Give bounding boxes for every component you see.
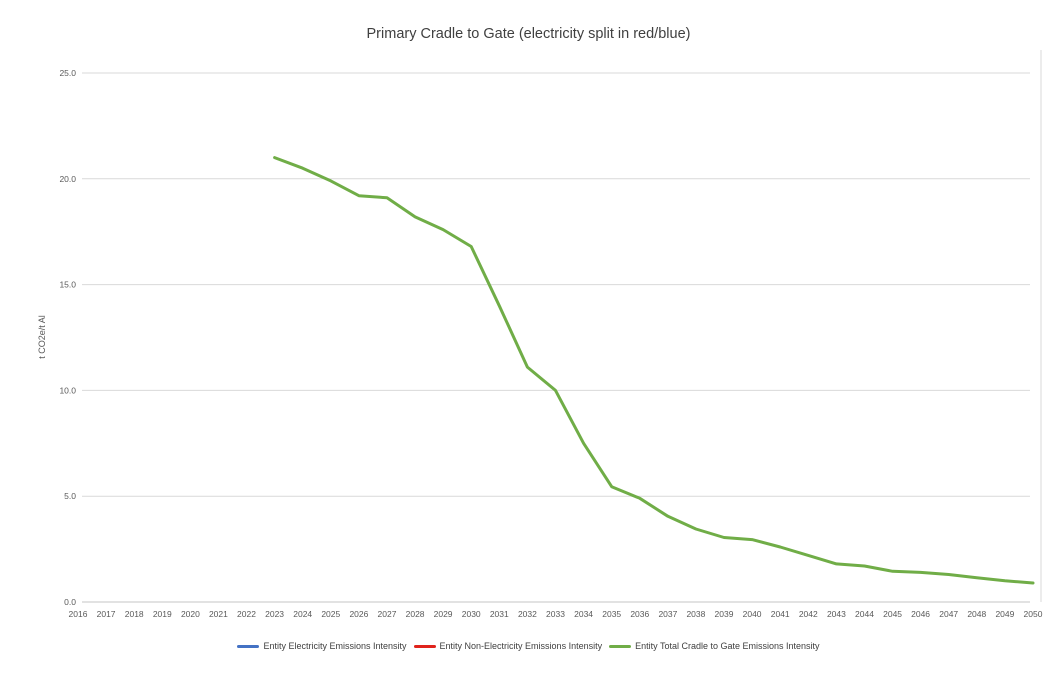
legend-label-non-electricity: Entity Non-Electricity Emissions Intensi… xyxy=(439,641,603,651)
y-tick-label: 25.0 xyxy=(59,68,76,78)
x-tick-label: 2037 xyxy=(658,609,677,619)
x-tick-label: 2018 xyxy=(125,609,144,619)
x-tick-label: 2028 xyxy=(406,609,425,619)
x-tick-label: 2021 xyxy=(209,609,228,619)
x-tick-label: 2050 xyxy=(1024,609,1043,619)
legend-label-electricity: Entity Electricity Emissions Intensity xyxy=(263,641,407,651)
y-tick-label: 10.0 xyxy=(59,385,76,395)
x-tick-label: 2020 xyxy=(181,609,200,619)
x-tick-label: 2027 xyxy=(378,609,397,619)
x-tick-label: 2038 xyxy=(686,609,705,619)
legend-label-total: Entity Total Cradle to Gate Emissions In… xyxy=(635,641,820,651)
series-line-total xyxy=(273,156,1035,585)
x-tick-label: 2033 xyxy=(546,609,565,619)
electricity-line-marker-icon xyxy=(237,644,260,648)
x-tick-label: 2043 xyxy=(827,609,846,619)
total-line-marker-icon xyxy=(609,644,632,648)
x-tick-label: 2048 xyxy=(967,609,986,619)
x-tick-label: 2029 xyxy=(434,609,453,619)
y-tick-label: 20.0 xyxy=(59,174,76,184)
x-tick-label: 2019 xyxy=(153,609,172,619)
y-tick-label: 5.0 xyxy=(64,491,76,501)
x-tick-label: 2040 xyxy=(743,609,762,619)
x-tick-label: 2047 xyxy=(939,609,958,619)
x-tick-label: 2035 xyxy=(602,609,621,619)
x-tick-label: 2030 xyxy=(462,609,481,619)
x-tick-label: 2042 xyxy=(799,609,818,619)
legend: Entity Electricity Emissions Intensity E… xyxy=(0,641,1057,651)
x-tick-label: 2034 xyxy=(574,609,593,619)
x-tick-label: 2022 xyxy=(237,609,256,619)
chart-title: Primary Cradle to Gate (electricity spli… xyxy=(366,26,691,42)
x-tick-label: 2023 xyxy=(265,609,284,619)
x-tick-label: 2024 xyxy=(293,609,312,619)
x-tick-label: 2026 xyxy=(349,609,368,619)
x-tick-label: 2045 xyxy=(883,609,902,619)
x-tick-label: 2032 xyxy=(518,609,537,619)
x-tick-label: 2039 xyxy=(715,609,734,619)
non-electricity-line-marker-icon xyxy=(413,644,436,648)
x-tick-label: 2016 xyxy=(69,609,88,619)
x-tick-label: 2044 xyxy=(855,609,874,619)
x-tick-label: 2025 xyxy=(321,609,340,619)
x-tick-label: 2031 xyxy=(490,609,509,619)
legend-item-total[interactable]: Entity Total Cradle to Gate Emissions In… xyxy=(609,641,820,651)
x-tick-label: 2036 xyxy=(630,609,649,619)
y-tick-label: 0.0 xyxy=(64,597,76,607)
x-tick-label: 2041 xyxy=(771,609,790,619)
legend-item-electricity[interactable]: Entity Electricity Emissions Intensity xyxy=(237,641,407,651)
x-tick-label: 2049 xyxy=(995,609,1014,619)
x-tick-label: 2046 xyxy=(911,609,930,619)
y-tick-label: 15.0 xyxy=(59,280,76,290)
x-tick-label: 2017 xyxy=(97,609,116,619)
legend-item-non-electricity[interactable]: Entity Non-Electricity Emissions Intensi… xyxy=(413,641,603,651)
